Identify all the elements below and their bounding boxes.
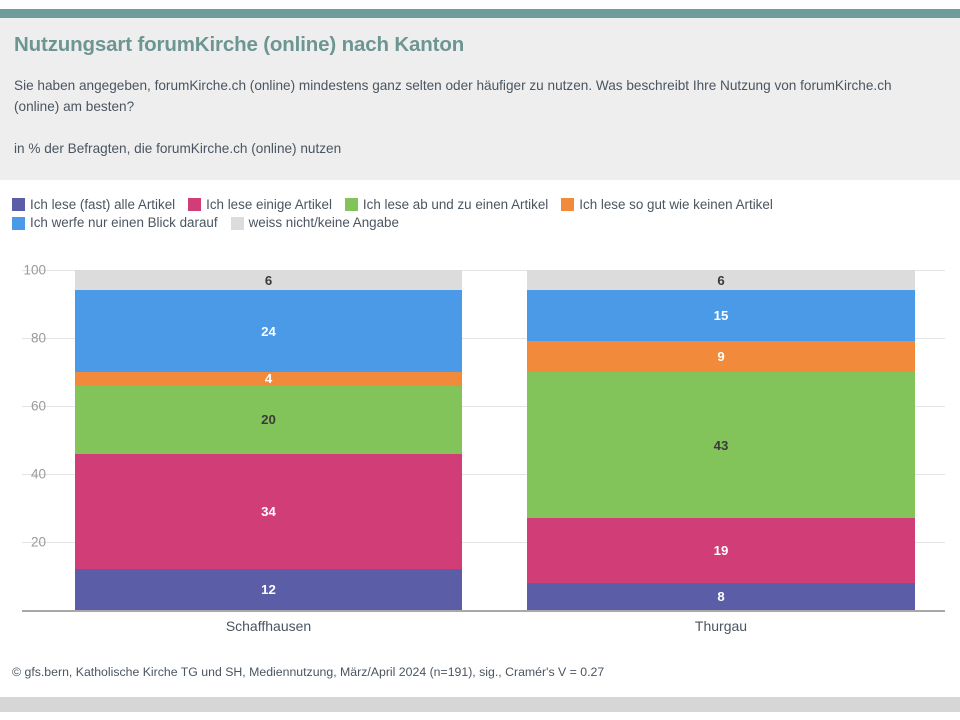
legend-item-label: Ich lese so gut wie keinen Artikel [579, 197, 773, 212]
bar-segment[interactable]: 4 [75, 372, 462, 386]
legend-item-label: weiss nicht/keine Angabe [248, 215, 399, 231]
gridline [22, 270, 945, 271]
bar-segment-value-label: 20 [261, 412, 276, 427]
chart-unit-text: in % der Befragten, die forumKirche.ch (… [14, 140, 342, 156]
y-axis-tick-label: 80 [30, 330, 46, 346]
bar-segment[interactable]: 12 [75, 569, 462, 610]
bar-segment-value-label: 12 [261, 582, 276, 597]
legend-item-label: Ich lese einige Artikel [206, 197, 332, 212]
source-note: © gfs.bern, Katholische Kirche TG und SH… [12, 665, 605, 679]
stacked-bar[interactable]: 12 34 20 4 24 6 [75, 270, 462, 610]
bar-segment-value-label: 15 [713, 308, 729, 324]
chart-header: Nutzungsart forumKirche (online) nach Ka… [0, 18, 960, 180]
y-axis-tick-label: 20 [30, 534, 46, 550]
bar-segment[interactable]: 6 [527, 270, 915, 291]
bar-segment[interactable]: 6 [75, 270, 462, 291]
legend-swatch-icon [230, 216, 244, 230]
bar-segment-value-label: 19 [713, 542, 729, 558]
chart-legend: Ich lese (fast) alle Artikel Ich lese ein… [12, 198, 948, 235]
bar-segment-value-label: 43 [713, 437, 729, 453]
legend-item[interactable]: Ich lese (fast) alle Artikel [12, 198, 175, 211]
y-axis-tick-label: 40 [30, 466, 46, 482]
bar-segment[interactable]: 43 [527, 372, 915, 519]
legend-item-label: Ich lese ab und zu einen Artikel [362, 197, 549, 212]
x-axis-category-label: Thurgau [694, 618, 748, 634]
y-axis-tick-label: 100 [23, 262, 46, 278]
bar-segment[interactable]: 8 [527, 582, 915, 610]
bar-segment[interactable]: 24 [75, 290, 462, 373]
bar-segment-value-label: 4 [264, 371, 273, 387]
bar-segment-value-label: 9 [717, 349, 725, 365]
chart-plot-area: 100 80 60 40 20 12 34 20 4 24 6 Schaffhausen 8 19 43 9 1… [0, 250, 960, 650]
legend-item[interactable]: weiss nicht/keine Angabe [230, 215, 399, 231]
chart-question-text: Sie haben angegeben, forumKirche.ch (onl… [14, 77, 892, 114]
legend-swatch-icon [344, 198, 358, 212]
gridline [22, 542, 945, 543]
bar-segment[interactable]: 34 [75, 453, 462, 570]
legend-swatch-icon [188, 198, 202, 212]
gridline [22, 406, 945, 407]
bar-segment[interactable]: 19 [527, 518, 915, 583]
bar-segment-value-label: 34 [261, 503, 276, 519]
page-title: Nutzungsart forumKirche (online) nach Ka… [14, 33, 465, 56]
bar-segment-value-label: 8 [717, 588, 725, 604]
bottom-accent-bar [0, 697, 960, 712]
x-axis-line [22, 610, 945, 612]
legend-item[interactable]: Ich werfe nur einen Blick darauf [12, 215, 218, 231]
legend-swatch-icon [12, 198, 25, 212]
bar-segment-value-label: 6 [264, 272, 273, 288]
legend-item[interactable]: Ich lese so gut wie keinen Artikel [561, 198, 773, 211]
legend-item-label: Ich lese (fast) alle Artikel [30, 197, 176, 212]
bar-segment[interactable]: 9 [527, 341, 915, 373]
y-axis-tick-label: 60 [30, 398, 46, 414]
legend-swatch-icon [561, 198, 575, 212]
legend-swatch-icon [12, 216, 25, 230]
legend-item-label: Ich werfe nur einen Blick darauf [30, 215, 218, 231]
legend-item[interactable]: Ich lese ab und zu einen Artikel [344, 197, 549, 212]
bar-segment[interactable]: 15 [527, 290, 915, 342]
top-accent-bar [0, 9, 960, 18]
gridline [22, 474, 945, 475]
stacked-bar[interactable]: 8 19 43 9 15 6 [527, 270, 915, 610]
bar-segment-value-label: 6 [717, 272, 725, 288]
bar-segment-value-label: 24 [261, 323, 276, 339]
gridline [22, 338, 945, 339]
x-axis-category-label: Schaffhausen [225, 618, 312, 634]
bar-segment[interactable]: 20 [75, 385, 462, 454]
legend-item[interactable]: Ich lese einige Artikel [188, 198, 332, 211]
